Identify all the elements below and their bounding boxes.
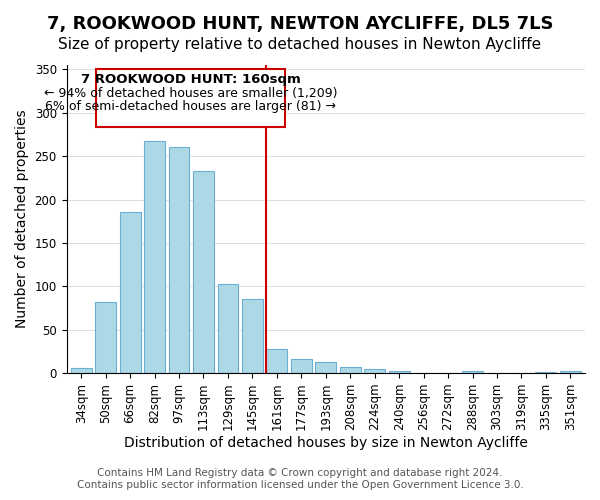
Bar [462, 372, 483, 373]
Bar [242, 300, 263, 373]
Bar [144, 140, 165, 373]
Text: ← 94% of detached houses are smaller (1,209): ← 94% of detached houses are smaller (1,… [44, 87, 337, 100]
Bar [120, 212, 140, 373]
Text: 7 ROOKWOOD HUNT: 160sqm: 7 ROOKWOOD HUNT: 160sqm [81, 74, 301, 86]
FancyBboxPatch shape [96, 70, 286, 126]
Bar [95, 302, 116, 373]
Bar [316, 362, 336, 373]
Bar [193, 171, 214, 373]
Text: Size of property relative to detached houses in Newton Aycliffe: Size of property relative to detached ho… [58, 38, 542, 52]
Bar [535, 372, 556, 373]
Bar [560, 372, 581, 373]
Bar [266, 349, 287, 373]
Bar [340, 367, 361, 373]
Text: Contains HM Land Registry data © Crown copyright and database right 2024.
Contai: Contains HM Land Registry data © Crown c… [77, 468, 523, 490]
Y-axis label: Number of detached properties: Number of detached properties [15, 110, 29, 328]
Bar [218, 284, 238, 373]
Bar [389, 372, 410, 373]
X-axis label: Distribution of detached houses by size in Newton Aycliffe: Distribution of detached houses by size … [124, 436, 528, 450]
Bar [291, 359, 312, 373]
Text: 7, ROOKWOOD HUNT, NEWTON AYCLIFFE, DL5 7LS: 7, ROOKWOOD HUNT, NEWTON AYCLIFFE, DL5 7… [47, 15, 553, 33]
Bar [169, 146, 190, 373]
Text: 6% of semi-detached houses are larger (81) →: 6% of semi-detached houses are larger (8… [45, 100, 336, 113]
Bar [71, 368, 92, 373]
Bar [364, 369, 385, 373]
